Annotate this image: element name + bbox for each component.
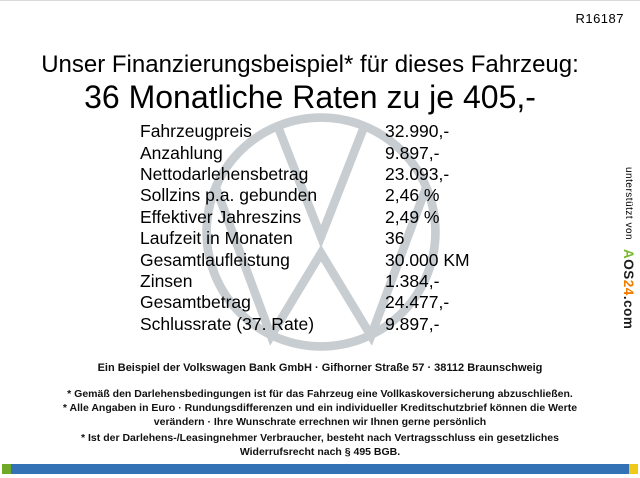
- rate-headline: 36 Monatliche Raten zu je 405,-: [84, 79, 536, 115]
- table-row: Sollzins p.a. gebunden 2,46 %: [140, 185, 470, 206]
- table-row: Laufzeit in Monaten 36: [140, 228, 470, 249]
- row-label: Gesamtbetrag: [140, 292, 251, 313]
- row-value: 1.384,-: [385, 270, 440, 291]
- table-row: Zinsen 1.384,-: [140, 271, 470, 292]
- bar-segment-blue: [11, 464, 629, 474]
- footer-disclaimer-withdrawal: * Ist der Darlehens-/Leasingnehmer Verbr…: [81, 432, 559, 458]
- row-value: 23.093,-: [385, 163, 450, 184]
- finance-table: Fahrzeugpreis 32.990,- Anzahlung 9.897,-…: [140, 121, 470, 335]
- row-value: 24.477,-: [385, 292, 450, 313]
- bottom-bar: [2, 464, 638, 474]
- row-value: 30.000 KM: [385, 249, 470, 270]
- row-label: Gesamtlaufleistung: [140, 249, 290, 270]
- table-row: Gesamtlaufleistung 30.000 KM: [140, 249, 470, 270]
- footer-bank-address: Ein Beispiel der Volkswagen Bank GmbH · …: [97, 362, 543, 374]
- row-value: 9.897,-: [385, 142, 440, 163]
- aos24-sidebar: unterstützt von AOS24.com: [621, 167, 636, 330]
- row-label: Anzahlung: [140, 142, 223, 163]
- brand-com-suffix: .com: [621, 296, 636, 330]
- brand-number-24: 24: [621, 280, 636, 297]
- row-label: Nettodarlehensbetrag: [140, 163, 309, 184]
- row-label: Effektiver Jahreszins: [140, 206, 302, 227]
- row-value: 2,46 %: [385, 185, 440, 206]
- brand-letter-a: A: [621, 249, 636, 260]
- table-row: Nettodarlehensbetrag 23.093,-: [140, 164, 470, 185]
- row-label: Zinsen: [140, 270, 193, 291]
- headline: Unser Finanzierungsbeispiel* für dieses …: [41, 51, 579, 78]
- vw-logo-icon: [202, 113, 440, 351]
- row-label: Fahrzeugpreis: [140, 121, 252, 142]
- footer-disclaimer-insurance: * Gemäß den Darlehensbedingungen ist für…: [67, 388, 573, 400]
- bar-segment-green: [2, 464, 11, 474]
- table-row: Schlussrate (37. Rate) 9.897,-: [140, 314, 470, 335]
- row-value: 9.897,-: [385, 313, 440, 334]
- brand-letter-s: S: [621, 270, 636, 281]
- row-label: Laufzeit in Monaten: [140, 228, 293, 249]
- brand-letter-o: O: [621, 259, 636, 271]
- table-row: Gesamtbetrag 24.477,-: [140, 292, 470, 313]
- row-value: 2,49 %: [385, 206, 440, 227]
- row-value: 32.990,-: [385, 121, 450, 142]
- reference-number: R16187: [575, 11, 624, 26]
- table-row: Anzahlung 9.897,-: [140, 142, 470, 163]
- row-label: Schlussrate (37. Rate): [140, 313, 315, 334]
- row-value: 36: [385, 228, 405, 249]
- aos24-logo: AOS24.com: [621, 249, 636, 329]
- table-row: Fahrzeugpreis 32.990,-: [140, 121, 470, 142]
- supported-by-label: unterstützt von: [623, 167, 634, 241]
- bar-segment-yellow: [629, 464, 638, 474]
- footer-disclaimer-euro: * Alle Angaben in Euro · Rundungsdiffere…: [62, 402, 578, 428]
- table-row: Effektiver Jahreszins 2,49 %: [140, 207, 470, 228]
- row-label: Sollzins p.a. gebunden: [140, 185, 318, 206]
